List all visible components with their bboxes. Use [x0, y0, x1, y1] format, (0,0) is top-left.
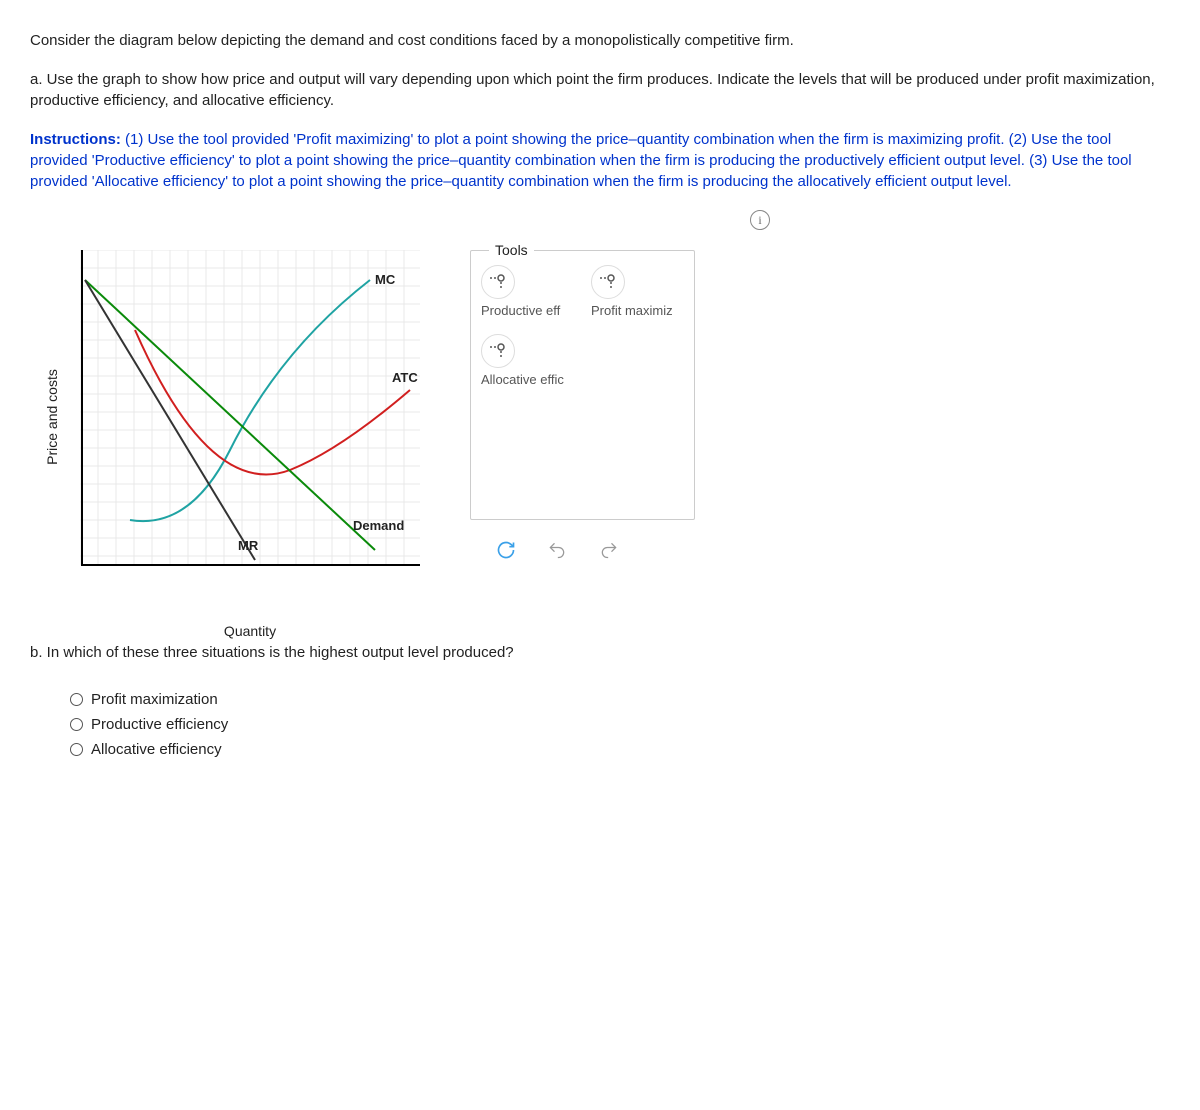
option-productive-efficiency[interactable]: Productive efficiency	[70, 716, 1170, 733]
info-icon[interactable]: i	[750, 210, 770, 230]
tools-panel: Tools Productive eff Profit maximiz	[470, 250, 695, 520]
tool-label: Allocative effic	[481, 372, 573, 387]
instructions-text: Instructions: (1) Use the tool provided …	[30, 129, 1170, 192]
tool-allocative-efficiency[interactable]: Allocative effic	[481, 334, 573, 387]
option-allocative-efficiency[interactable]: Allocative efficiency	[70, 741, 1170, 758]
refresh-icon[interactable]	[496, 540, 516, 564]
tools-legend: Tools	[489, 242, 534, 258]
radio-icon	[70, 718, 83, 731]
option-profit-maximization[interactable]: Profit maximization	[70, 691, 1170, 708]
point-plot-icon	[481, 265, 515, 299]
radio-icon	[70, 743, 83, 756]
chart-container: Price and costs Quantity MC ATC Demand M…	[80, 250, 420, 584]
instructions-label: Instructions:	[30, 131, 121, 148]
mr-label: MR	[238, 538, 258, 553]
tool-label: Productive eff	[481, 303, 573, 318]
tool-actions	[420, 530, 695, 564]
intro-text: Consider the diagram below depicting the…	[30, 30, 1170, 51]
tools-column: Tools Productive eff Profit maximiz	[420, 250, 695, 564]
point-plot-icon	[591, 265, 625, 299]
redo-icon[interactable]	[598, 540, 620, 564]
tool-label: Profit maximiz	[591, 303, 683, 318]
part-b-text: b. In which of these three situations is…	[30, 644, 1170, 661]
point-plot-icon	[481, 334, 515, 368]
undo-icon[interactable]	[546, 540, 568, 564]
radio-icon	[70, 693, 83, 706]
x-axis-label: Quantity	[224, 623, 276, 639]
part-a-text: a. Use the graph to show how price and o…	[30, 69, 1170, 111]
tool-profit-maximizing[interactable]: Profit maximiz	[591, 265, 683, 318]
option-label: Profit maximization	[91, 691, 218, 708]
option-label: Allocative efficiency	[91, 741, 222, 758]
options-group: Profit maximization Productive efficienc…	[30, 691, 1170, 758]
demand-label: Demand	[353, 518, 404, 533]
instructions-body: (1) Use the tool provided 'Profit maximi…	[30, 131, 1132, 190]
atc-label: ATC	[392, 370, 418, 385]
mc-label: MC	[375, 272, 395, 287]
tool-productive-efficiency[interactable]: Productive eff	[481, 265, 573, 318]
option-label: Productive efficiency	[91, 716, 228, 733]
y-axis-label: Price and costs	[44, 369, 60, 465]
graph-area: Price and costs Quantity MC ATC Demand M…	[30, 250, 1170, 584]
